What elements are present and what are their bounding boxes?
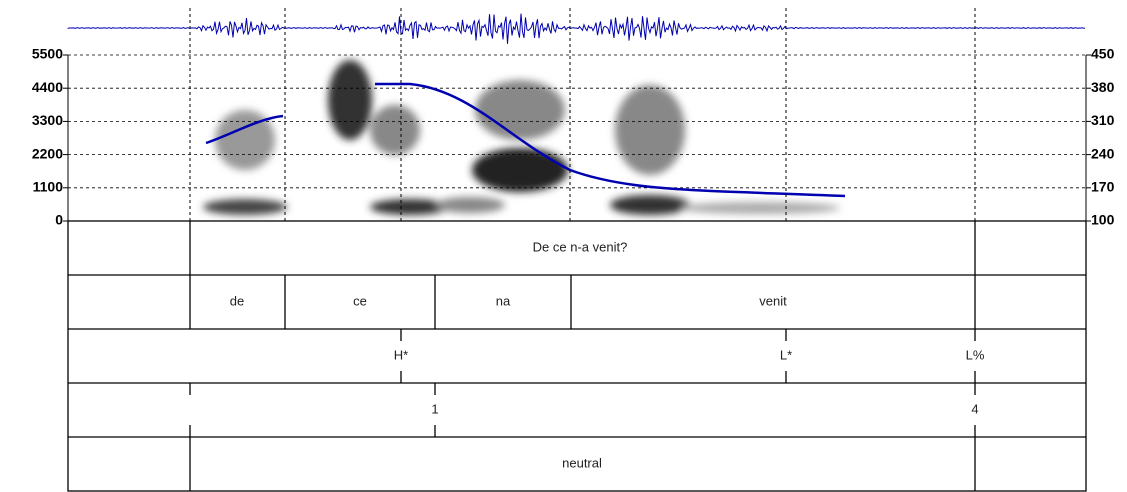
pitch-contour — [375, 82, 846, 198]
tier-label: 1 — [431, 401, 438, 416]
spectrogram — [203, 60, 840, 215]
pitch-contour — [205, 114, 284, 145]
boundaries — [189, 8, 976, 221]
y2-tick-label: 170 — [1091, 179, 1115, 195]
y-tick-label: 2200 — [32, 145, 63, 161]
tier-label: De ce n-a venit? — [533, 239, 628, 254]
tiers — [67, 220, 1087, 492]
y2-tick-label: 100 — [1091, 212, 1115, 228]
tier-label: H* — [394, 347, 408, 362]
tier-label: 4 — [971, 401, 978, 416]
waveform — [67, 13, 1086, 44]
tier-label: venit — [759, 293, 787, 308]
y-tick-label: 4400 — [32, 79, 63, 95]
y-tick-label: 0 — [55, 212, 63, 228]
y-tick-label: 1100 — [33, 179, 64, 195]
tier-label: L% — [966, 347, 985, 362]
waveform-trace — [67, 13, 1086, 44]
y2-tick-label: 380 — [1091, 79, 1115, 95]
tier-label: de — [230, 293, 244, 308]
tier-label: L* — [780, 347, 792, 362]
tier-label: neutral — [562, 455, 602, 470]
tier-label: na — [496, 293, 511, 308]
y-tick-label: 3300 — [32, 112, 63, 128]
y2-tick-label: 240 — [1091, 145, 1115, 161]
tier-label: ce — [353, 293, 367, 308]
y2-tick-label: 450 — [1091, 46, 1115, 62]
y-tick-label: 5500 — [32, 46, 63, 62]
y2-tick-label: 310 — [1091, 112, 1115, 128]
